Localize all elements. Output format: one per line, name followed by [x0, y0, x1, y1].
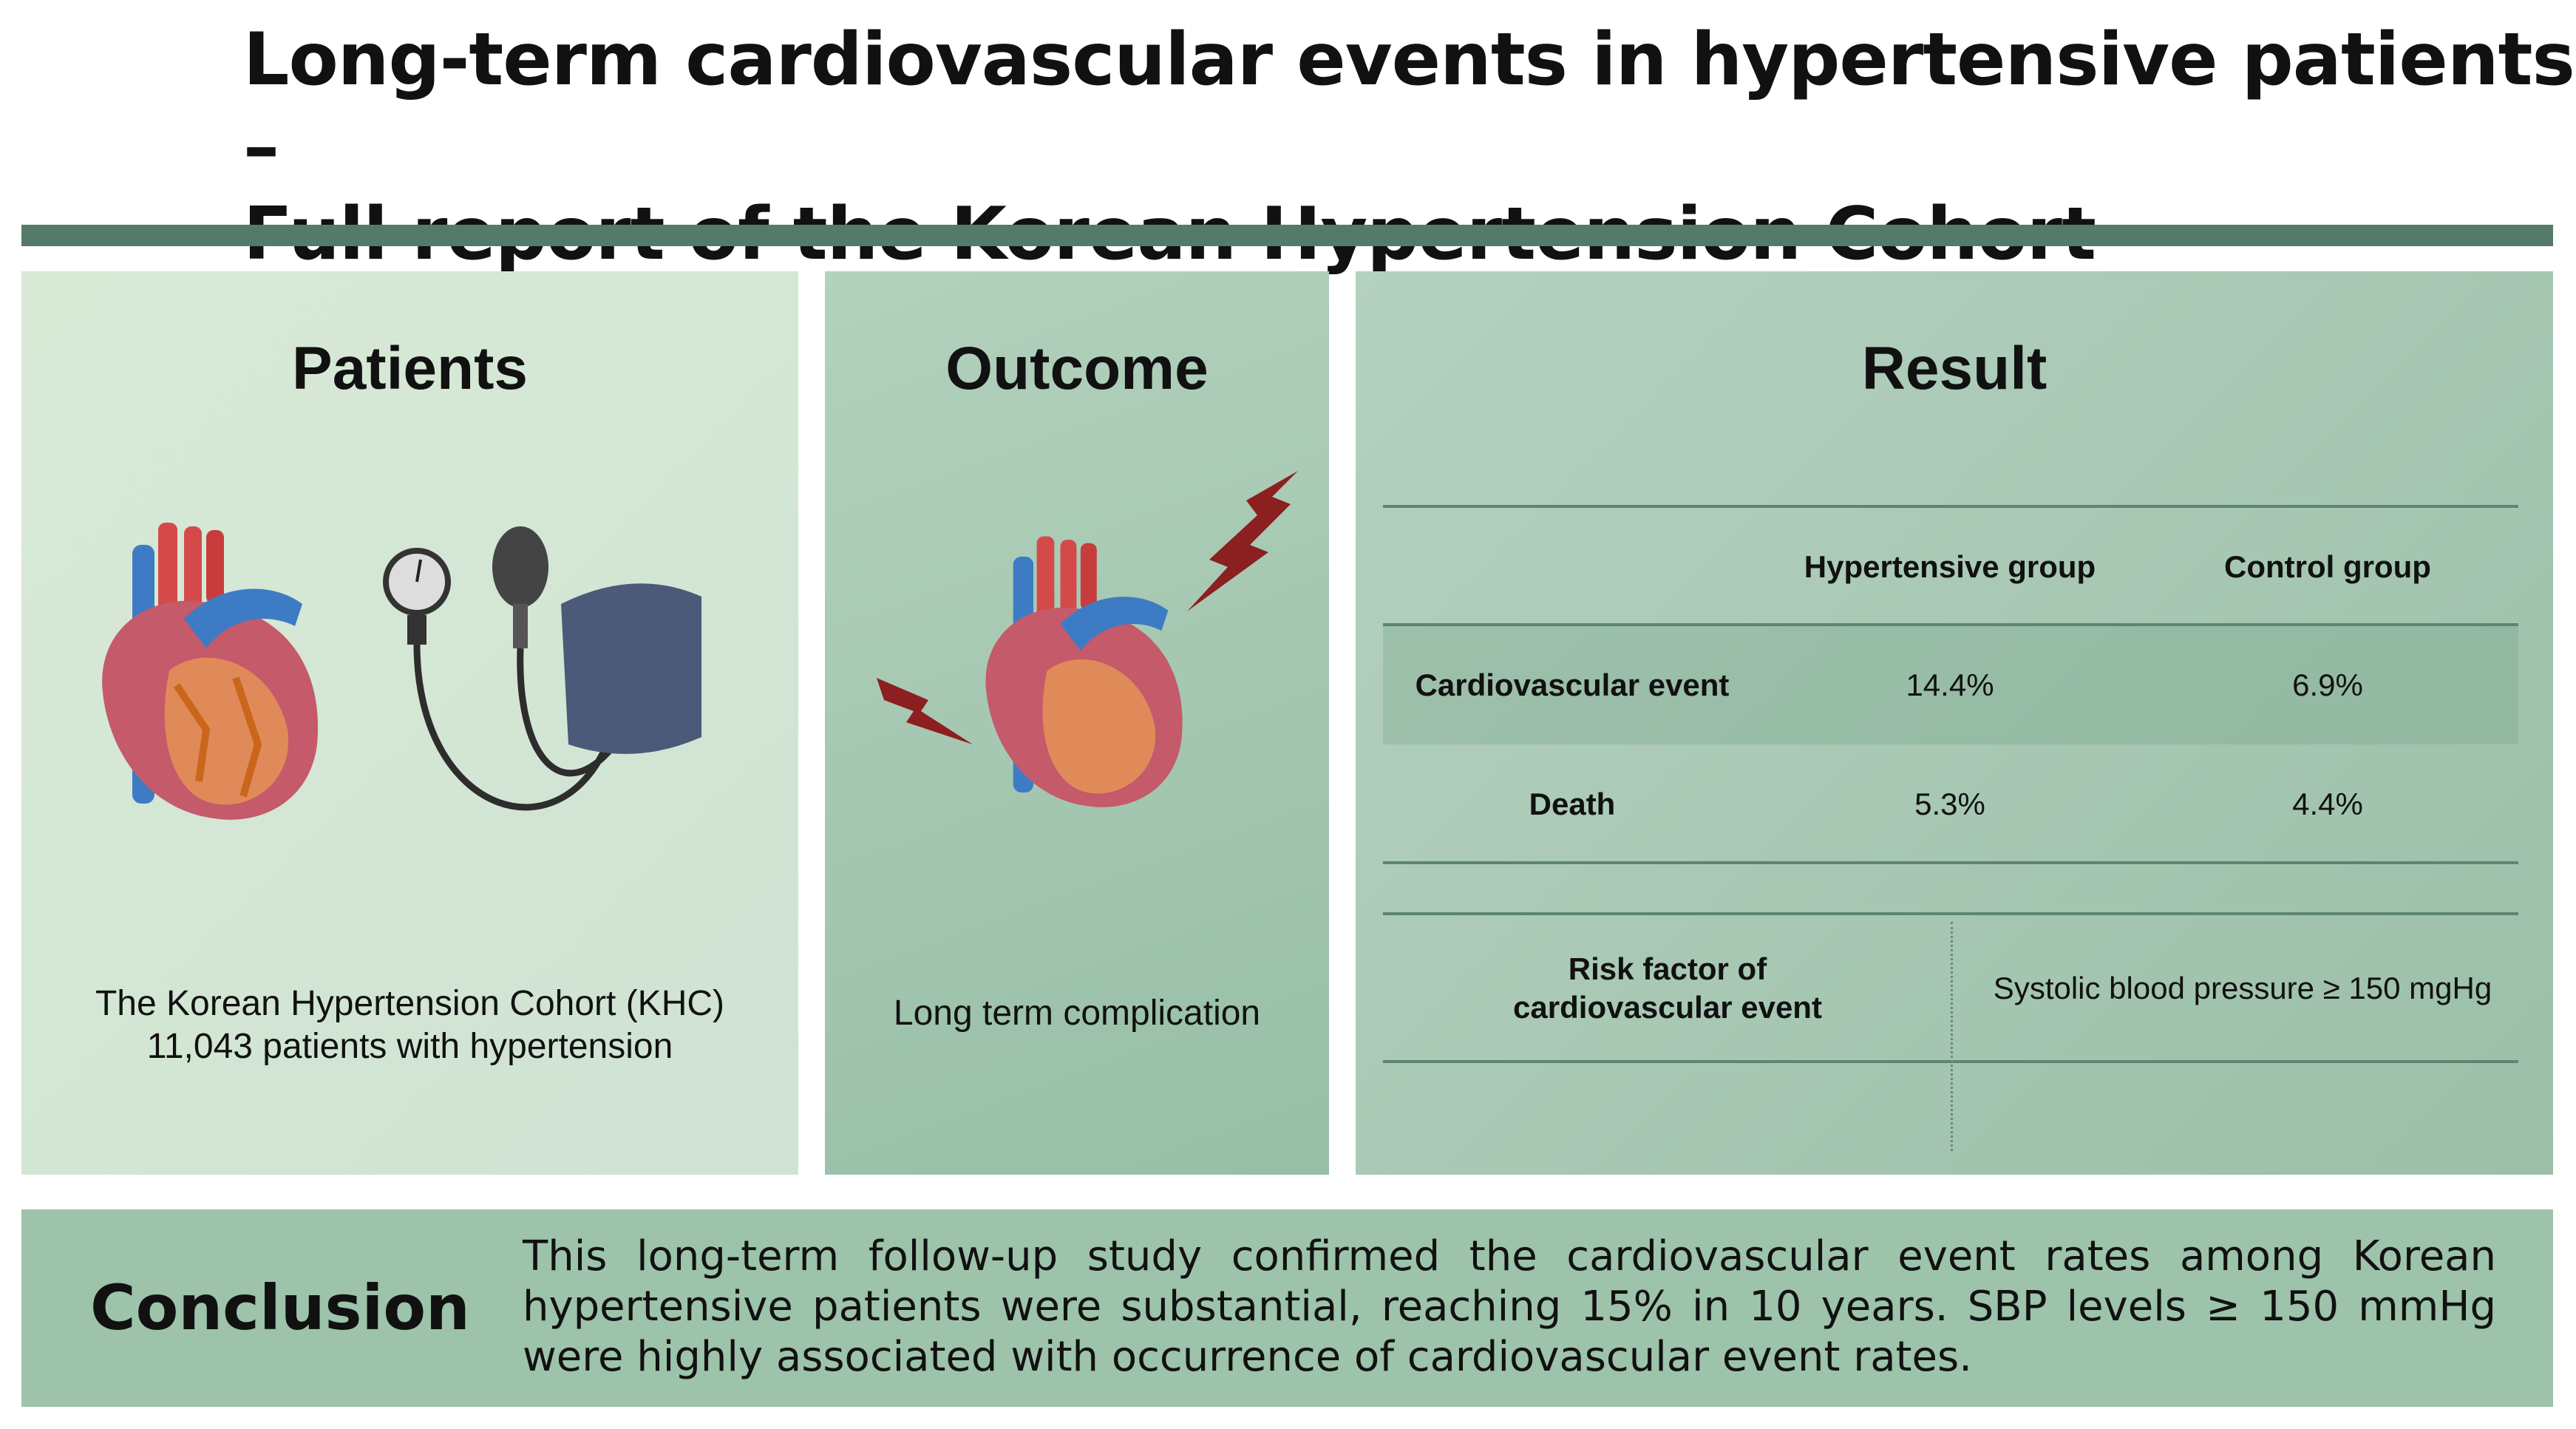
result-heading: Result — [1861, 335, 2047, 402]
risk-label-line-2: cardiovascular event — [1513, 990, 1822, 1025]
table-rule — [1383, 912, 2518, 915]
patients-heading: Patients — [292, 335, 528, 402]
table-rule — [1383, 505, 2518, 508]
outcome-panel: Outcome Long term complication — [825, 271, 1329, 1175]
table-rule — [1383, 861, 2518, 864]
table-cell: 4.4% — [2292, 787, 2363, 821]
heart-icon — [102, 523, 319, 820]
conclusion-label: Conclusion — [90, 1272, 470, 1344]
patients-cohort-name: The Korean Hypertension Cohort (KHC) — [95, 984, 725, 1023]
dotted-divider — [1951, 922, 1953, 1151]
result-panel: Result Hypertensive group Control group … — [1356, 271, 2553, 1175]
outcome-heading: Outcome — [945, 335, 1209, 402]
table-rule — [1383, 623, 2518, 626]
conclusion-panel: Conclusion This long-term follow-up stud… — [21, 1209, 2553, 1407]
risk-label-line-1: Risk factor of — [1568, 951, 1767, 986]
patients-count: 11,043 patients with hypertension — [146, 1027, 673, 1066]
conclusion-text: This long-term follow-up study confirmed… — [523, 1232, 2496, 1381]
blood-pressure-monitor-icon — [383, 526, 701, 811]
patients-description: The Korean Hypertension Cohort (KHC) 11,… — [21, 982, 798, 1068]
row-label: Death — [1529, 787, 1616, 821]
column-header: Control group — [2224, 549, 2431, 584]
row-label: Cardiovascular event — [1415, 668, 1730, 702]
lightning-icon — [877, 678, 973, 744]
lightning-icon — [1187, 471, 1298, 611]
risk-factor-value: Systolic blood pressure ≥ 150 mgHg — [1993, 971, 2492, 1005]
risk-factor-label: Risk factor of cardiovascular event — [1513, 950, 1822, 1027]
title-divider-band — [21, 225, 2553, 246]
highlight-row — [1383, 625, 2518, 744]
heart-icon — [985, 536, 1183, 807]
patients-panel: Patients The Korean Hypertension Cohort … — [21, 271, 798, 1175]
title-line-1: Long-term cardiovascular events in hyper… — [243, 18, 2575, 189]
column-header: Hypertensive group — [1804, 549, 2096, 584]
outcome-text: Long term complication — [893, 994, 1261, 1033]
table-cell: 5.3% — [1914, 787, 1985, 821]
table-cell: 14.4% — [1906, 668, 1994, 702]
table-cell: 6.9% — [2292, 668, 2363, 702]
